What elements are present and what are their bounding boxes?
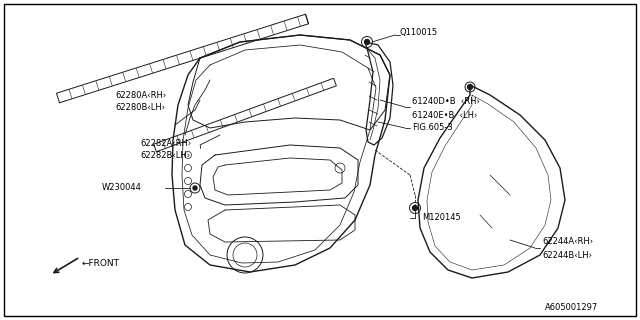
Text: 62280B‹LH›: 62280B‹LH› bbox=[115, 103, 165, 113]
Text: 61240E•B  ‹LH›: 61240E•B ‹LH› bbox=[412, 110, 477, 119]
Circle shape bbox=[467, 84, 472, 90]
Text: 62280A‹RH›: 62280A‹RH› bbox=[115, 91, 166, 100]
Text: 61240D•B  ‹RH›: 61240D•B ‹RH› bbox=[412, 98, 480, 107]
Text: M120145: M120145 bbox=[422, 213, 461, 222]
Text: FIG.605-3: FIG.605-3 bbox=[412, 124, 452, 132]
Circle shape bbox=[413, 205, 417, 211]
Circle shape bbox=[193, 186, 197, 190]
Text: ←FRONT: ←FRONT bbox=[82, 260, 120, 268]
Text: 62282A‹RH›: 62282A‹RH› bbox=[140, 139, 191, 148]
Text: A605001297: A605001297 bbox=[545, 303, 598, 313]
Text: W230044: W230044 bbox=[102, 183, 142, 193]
Text: 62282B‹LH›: 62282B‹LH› bbox=[140, 151, 190, 161]
Text: 62244B‹LH›: 62244B‹LH› bbox=[542, 251, 592, 260]
Text: 62244A‹RH›: 62244A‹RH› bbox=[542, 237, 593, 246]
Circle shape bbox=[365, 39, 369, 44]
Text: Q110015: Q110015 bbox=[400, 28, 438, 37]
